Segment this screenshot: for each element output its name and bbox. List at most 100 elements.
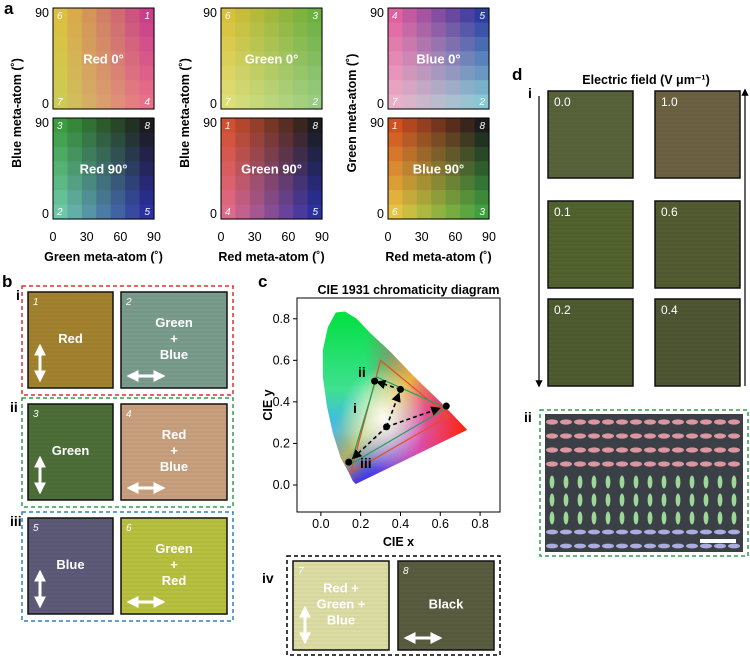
tile-cell xyxy=(307,132,323,148)
meta-atom xyxy=(672,419,684,425)
tile-cell xyxy=(278,161,294,177)
tile-title: Blue 0° xyxy=(416,52,460,67)
y-tick-label: 0 xyxy=(377,207,384,221)
tile-cell xyxy=(278,80,294,96)
micrograph xyxy=(654,90,741,179)
tile-cell xyxy=(235,190,251,206)
y-tick-label: 90 xyxy=(203,6,217,20)
meta-atom xyxy=(619,511,625,525)
tile-cell xyxy=(388,8,404,24)
tile-cell xyxy=(81,80,97,96)
tile-cell xyxy=(53,65,69,81)
tile-cell xyxy=(67,161,83,177)
meta-atom xyxy=(731,475,737,489)
y-tick-label: 0 xyxy=(210,207,217,221)
image-text: + xyxy=(170,557,178,572)
tile-cell xyxy=(81,51,97,67)
tile-cell xyxy=(388,65,404,81)
tile-cell xyxy=(307,190,323,206)
tile-cell xyxy=(221,22,237,38)
meta-atom xyxy=(574,447,586,453)
meta-atom xyxy=(686,529,698,535)
corner-number: 1 xyxy=(144,11,150,22)
meta-atom xyxy=(591,493,597,507)
tile-cell xyxy=(81,22,97,38)
tile-cell xyxy=(125,51,141,67)
tile-cell xyxy=(388,204,404,220)
corner-number: 6 xyxy=(225,11,231,22)
tile-cell xyxy=(53,146,69,162)
meta-atom xyxy=(728,447,740,453)
tile-cell xyxy=(388,36,404,52)
meta-atom xyxy=(616,447,628,453)
tile-cell xyxy=(96,22,112,38)
corner-number: 7 xyxy=(392,97,398,108)
field-value: 0.0 xyxy=(554,95,571,109)
meta-atom xyxy=(689,475,695,489)
micrograph xyxy=(654,298,741,387)
corner-number: 3 xyxy=(312,11,318,22)
tile-cell xyxy=(416,118,432,134)
tile-cell xyxy=(249,190,265,206)
tile-cell xyxy=(445,146,461,162)
meta-atom xyxy=(546,419,558,425)
tile-cell xyxy=(125,36,141,52)
meta-atom xyxy=(574,419,586,425)
meta-atom xyxy=(577,511,583,525)
tile-cell xyxy=(416,51,432,67)
y-tick-label: 0.0 xyxy=(273,478,290,492)
corner-number: 5 xyxy=(479,11,485,22)
tile-cell xyxy=(67,8,83,24)
x-tick-label: 30 xyxy=(248,230,262,244)
field-value: 0.4 xyxy=(661,303,678,317)
meta-atom xyxy=(588,447,600,453)
meta-atom xyxy=(588,529,600,535)
tile-cell xyxy=(293,132,309,148)
tile-cell xyxy=(431,175,447,191)
tile-border xyxy=(220,117,323,220)
tile-cell xyxy=(402,94,418,110)
tile-cell xyxy=(416,8,432,24)
meta-atom xyxy=(546,461,558,467)
tile-cell xyxy=(139,118,155,134)
tile-cell xyxy=(96,80,112,96)
tile-cell xyxy=(249,65,265,81)
meta-atom xyxy=(633,511,639,525)
meta-atom xyxy=(686,447,698,453)
corner-number: 1 xyxy=(225,121,231,132)
meta-atom xyxy=(689,511,695,525)
x-tick-label: 0 xyxy=(218,230,225,244)
corner-number: 4 xyxy=(144,97,150,108)
meta-atom xyxy=(672,529,684,535)
tile-cell xyxy=(110,118,126,134)
tile-cell xyxy=(221,146,237,162)
sub-label: i xyxy=(528,85,532,101)
y-tick-label: 90 xyxy=(35,6,49,20)
tile-cell xyxy=(474,146,490,162)
meta-atom xyxy=(647,511,653,525)
tile-cell xyxy=(96,118,112,134)
y-tick-label: 90 xyxy=(370,116,384,130)
meta-atom xyxy=(686,461,698,467)
image-text: Red xyxy=(162,573,187,588)
corner-number: 8 xyxy=(144,121,150,132)
image-text: Red + xyxy=(323,581,359,596)
meta-atom xyxy=(588,433,600,439)
tile-cell xyxy=(402,65,418,81)
tile-cell xyxy=(416,94,432,110)
meta-atom xyxy=(563,493,569,507)
tile-cell xyxy=(235,8,251,24)
tile-cell xyxy=(249,80,265,96)
tile-cell xyxy=(53,175,69,191)
meta-atom xyxy=(714,543,726,549)
tile-cell xyxy=(278,36,294,52)
tile-cell xyxy=(110,65,126,81)
tile-cell xyxy=(264,65,280,81)
meta-atom xyxy=(605,511,611,525)
tile-cell xyxy=(96,94,112,110)
image-text: + xyxy=(170,331,178,346)
tile-cell xyxy=(235,65,251,81)
tile-cell xyxy=(221,204,237,220)
tile-border xyxy=(52,7,155,110)
tile-cell xyxy=(81,190,97,206)
